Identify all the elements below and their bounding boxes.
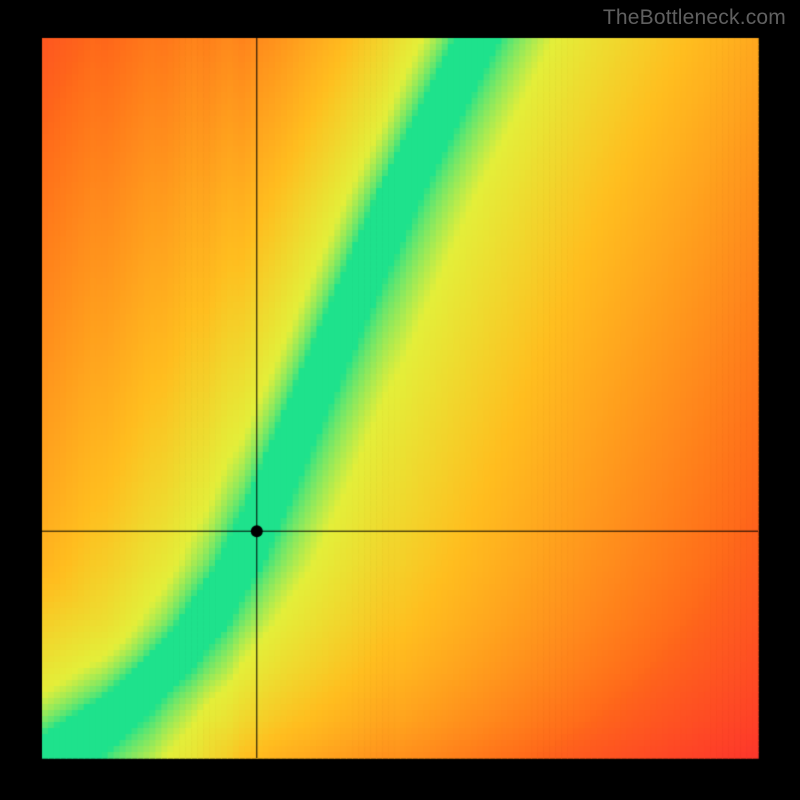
attribution-label: TheBottleneck.com bbox=[603, 6, 786, 30]
bottleneck-heatmap bbox=[0, 0, 800, 800]
